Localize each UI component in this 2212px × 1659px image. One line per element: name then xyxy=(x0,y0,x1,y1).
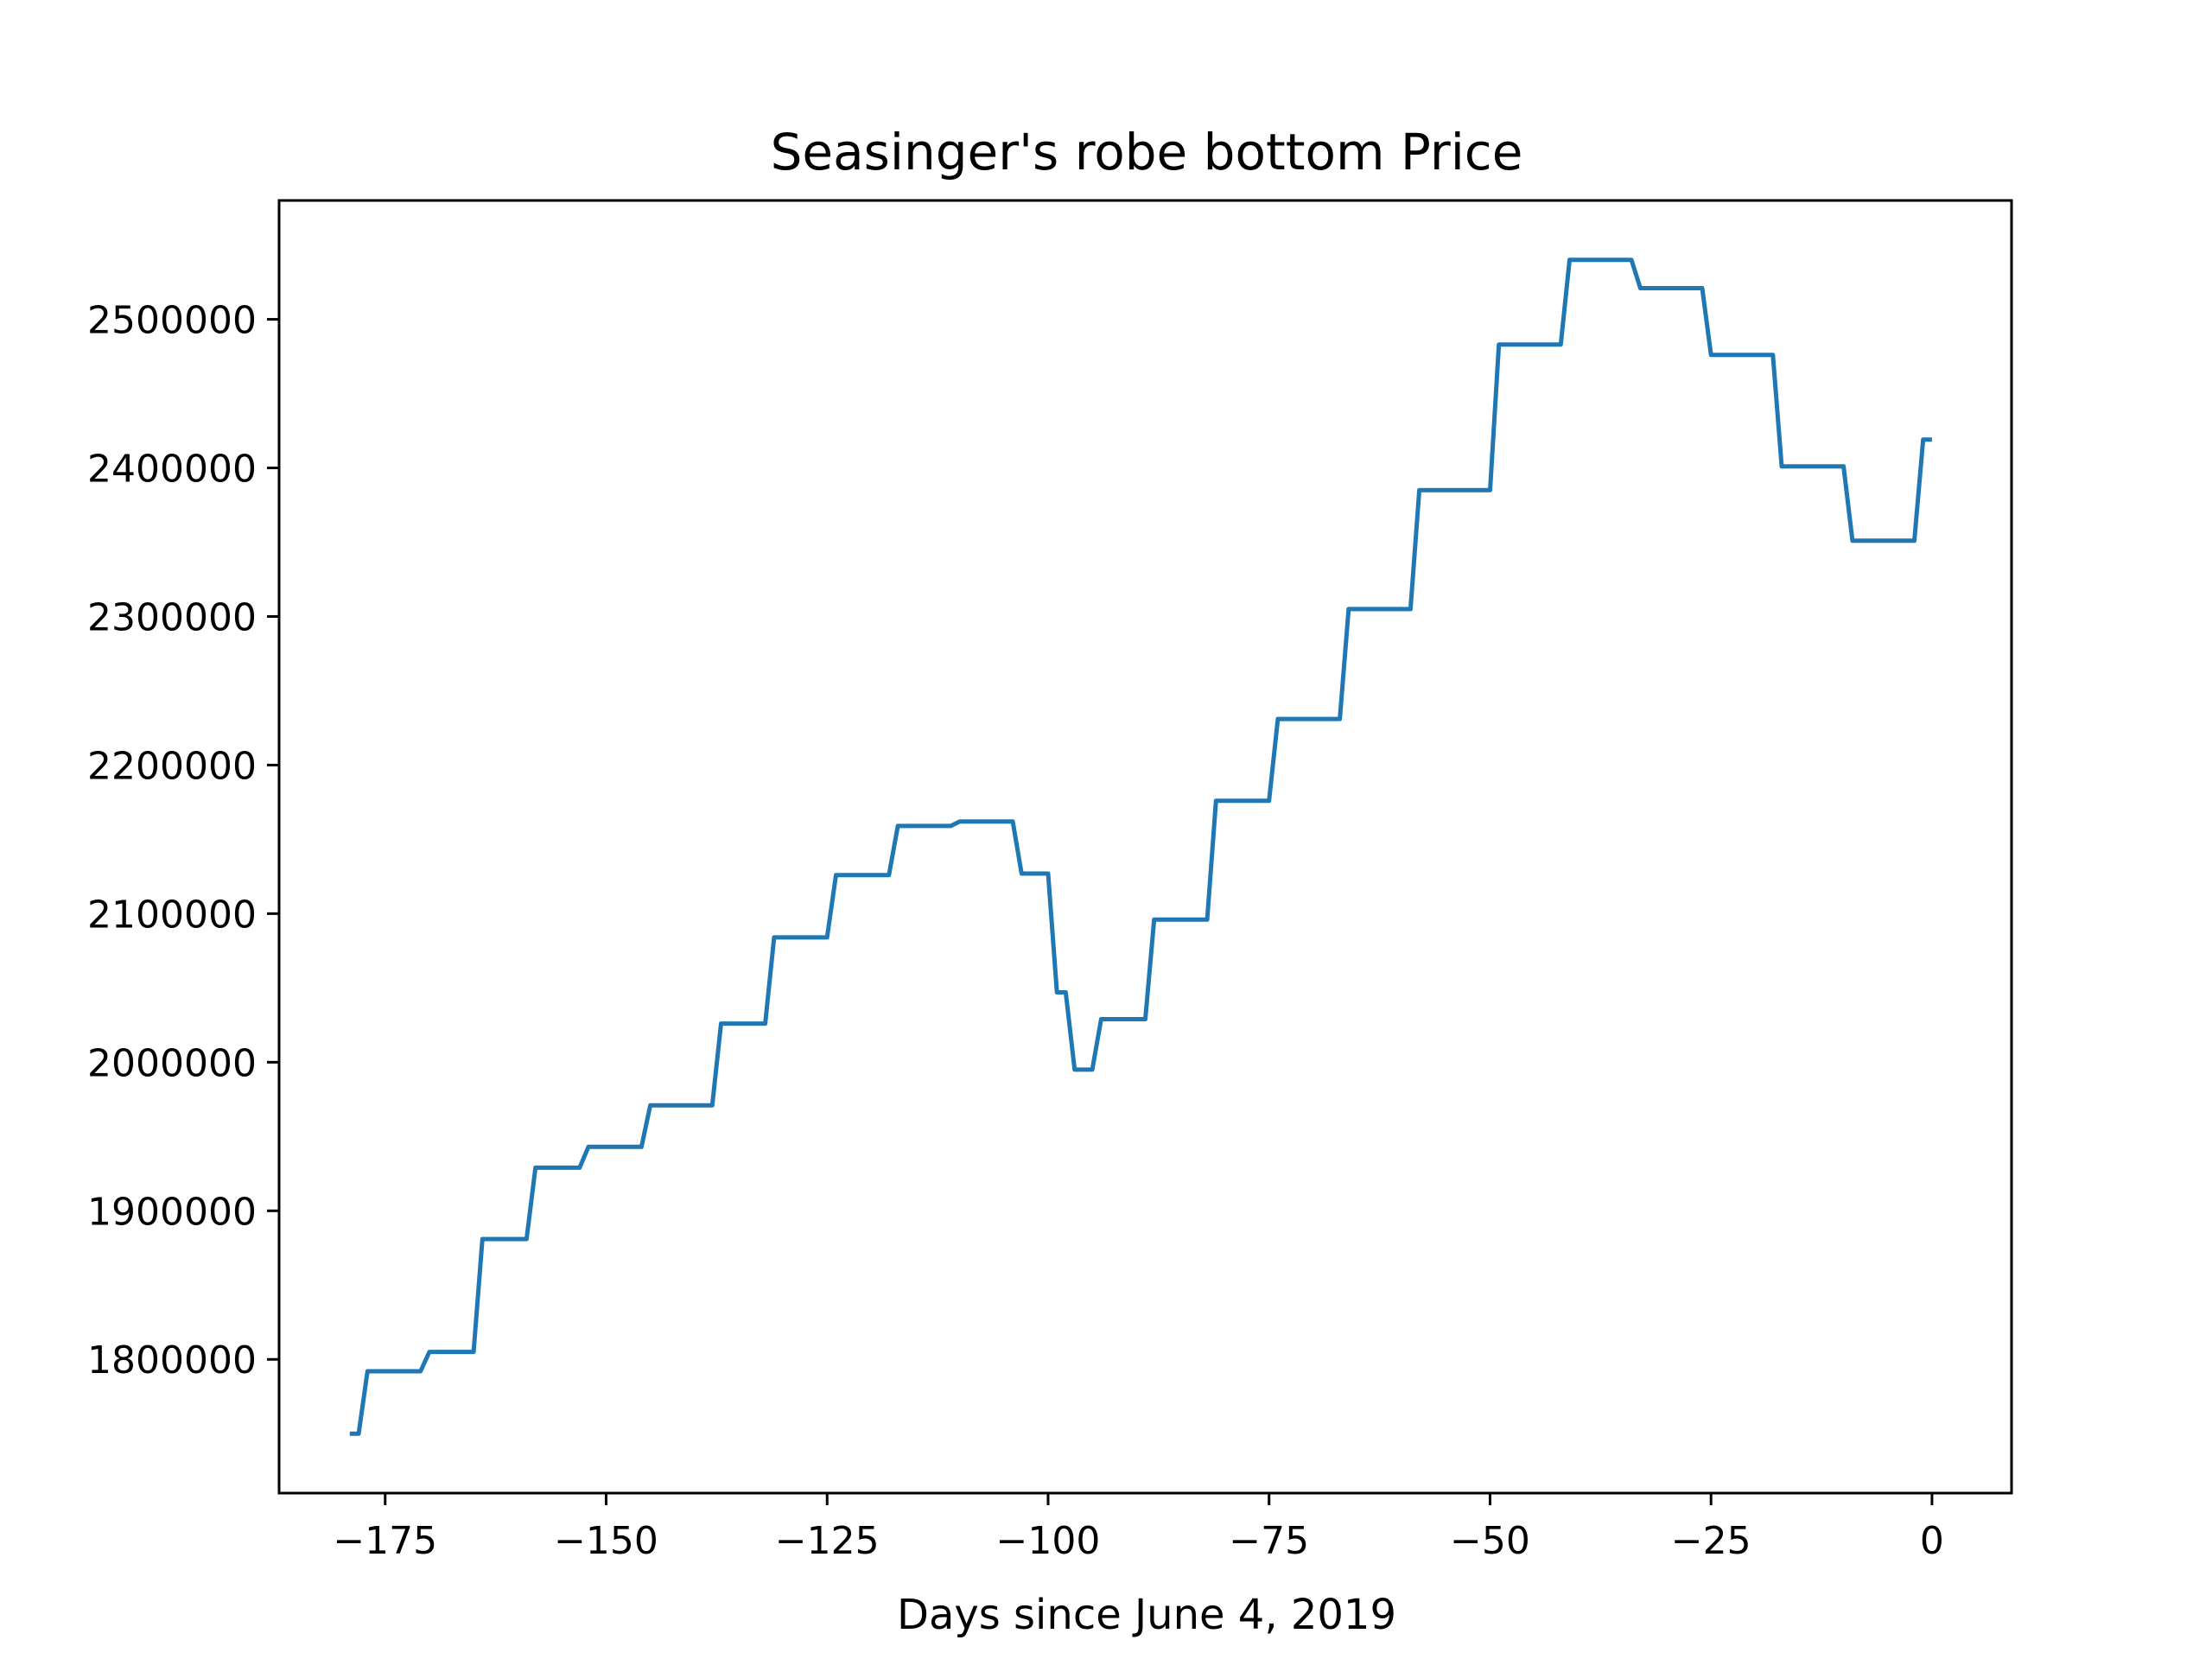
y-tick-label: 2400000 xyxy=(87,448,257,492)
x-tick-label: −25 xyxy=(1671,1519,1751,1563)
y-axis: 1800000 1900000 2000000 2100000 2200000 23000… xyxy=(87,299,279,1382)
x-tick-label: −125 xyxy=(775,1519,880,1563)
x-tick-label: 0 xyxy=(1920,1519,1944,1563)
y-tick-label: 2000000 xyxy=(87,1041,257,1085)
chart-title: Seasinger's robe bottom Price xyxy=(771,123,1523,181)
y-tick-label: 2100000 xyxy=(87,893,257,937)
plot-area-frame xyxy=(277,199,2013,1495)
x-tick-label: −50 xyxy=(1450,1519,1530,1563)
x-tick-label: −75 xyxy=(1229,1519,1309,1563)
x-axis: −175 −150 −125 −100 −75 −50 −25 0 xyxy=(333,1493,1944,1563)
y-tick-label: 1800000 xyxy=(87,1338,257,1382)
y-tick-label: 2300000 xyxy=(87,595,257,639)
y-tick-label: 2200000 xyxy=(87,744,257,788)
price-series-line xyxy=(349,257,1932,1436)
x-tick-label: −100 xyxy=(996,1519,1101,1563)
y-tick-label: 1900000 xyxy=(87,1190,257,1234)
x-tick-label: −150 xyxy=(554,1519,658,1563)
x-axis-label: Days since June 4, 2019 xyxy=(897,1591,1396,1639)
y-tick-label: 2500000 xyxy=(87,299,257,343)
x-tick-label: −175 xyxy=(333,1519,437,1563)
